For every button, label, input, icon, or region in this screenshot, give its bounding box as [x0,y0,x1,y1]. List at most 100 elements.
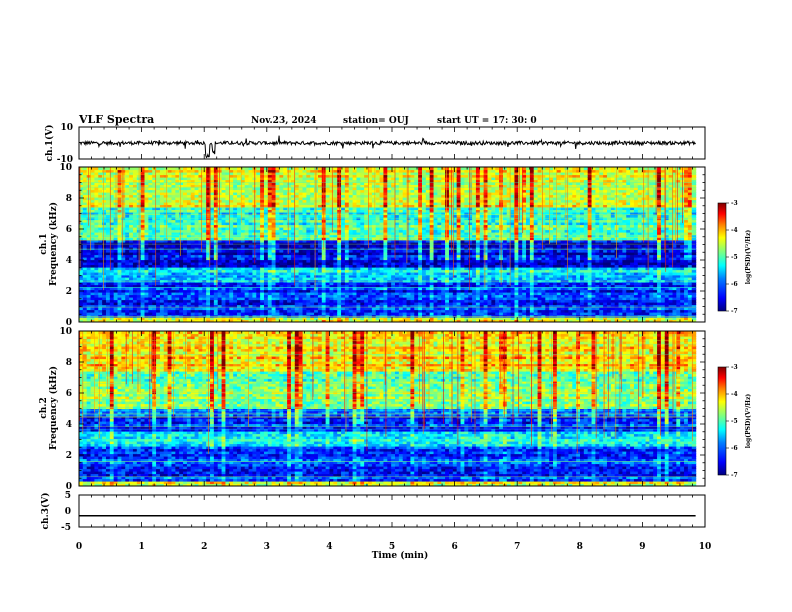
spectrogram-cell [244,267,250,271]
spectrogram-cell [194,272,200,276]
spectrogram-cell [306,307,311,311]
spectrogram-cell [348,174,354,178]
spectrogram-cell [375,187,381,191]
spectrogram-cell [287,189,292,193]
spectrogram-cell [306,177,311,181]
spectrogram-cell [379,294,385,298]
spectrogram-cell [121,234,126,238]
spectrogram-cell [171,202,176,206]
spectrogram-cell [329,212,334,216]
spectrogram-cell [125,299,130,303]
spectrogram-cell [360,214,365,218]
spectrogram-cell [364,169,369,173]
spectrogram-cell [321,317,327,321]
spectrogram-cell [364,304,369,308]
spectrogram-cell [267,192,273,196]
spectrogram-cell [321,252,327,256]
spectrogram-cell [82,254,88,258]
spectrogram-cell [175,184,180,188]
spectrogram-cell [314,242,319,246]
spectrogram-cell [283,292,288,296]
spectrogram-cell [90,277,96,281]
spectrogram-cell [256,184,261,188]
spectrogram-cell [263,209,269,213]
spectrogram-cell [287,309,292,313]
spectrogram-cell [287,264,292,268]
spectrogram-cell [117,202,122,206]
spectrogram-cell [271,172,277,176]
spectrogram-cell [163,209,169,213]
spectrogram-cell [368,262,373,266]
spectrogram-cell [337,277,342,281]
spectrogram-cell [356,229,361,233]
spectrogram-cell [202,194,207,198]
spectrogram-cell [98,172,103,176]
spectrogram-cell [167,259,173,263]
spectrogram-cell [175,294,180,298]
spectrogram-cell [217,204,223,208]
spectrogram-cell [167,297,173,301]
spectrogram-cell [163,174,169,178]
spectrogram-cell [237,319,242,322]
spectrogram-cell [341,242,346,246]
spectrogram-cell [221,247,227,251]
spectrogram-cell [190,289,196,293]
spectrogram-cell [102,307,107,311]
spectrogram-cell [348,289,354,293]
spectrogram-cell [344,312,350,316]
spectrogram-cell [379,237,385,241]
spectrogram-cell [183,267,188,271]
spectrogram-cell [294,284,300,288]
spectrogram-cell [98,289,103,293]
spectrogram-cell [183,182,188,186]
spectrogram-cell [310,317,315,321]
spectrogram-cell [233,254,238,258]
spectrogram-cell [333,319,338,322]
spectrogram-cell [237,169,242,173]
spectrogram-cell [260,272,265,276]
spectrogram-cell [294,297,300,301]
spectrogram-cell [206,264,211,268]
spectrogram-cell [225,234,230,238]
spectrogram-cell [260,319,265,322]
spectrogram-cell [341,269,346,273]
spectrogram-cell [79,207,84,211]
spectrogram-cell [206,167,211,171]
spectrogram-cell [90,197,96,201]
spectrogram-cell [344,309,350,313]
spectrogram-cell [221,214,227,218]
spectrogram-cell [206,187,211,191]
spectrogram-cell [229,307,234,311]
spectrogram-cell [379,214,385,218]
spectrogram-cell [279,302,284,306]
spectrogram-cell [364,202,369,206]
spectrogram-cell [283,204,288,208]
spectrogram-cell [140,307,146,311]
spectrogram-cell [90,229,96,233]
spectrogram-cell [183,224,188,228]
spectrogram-cell [190,214,196,218]
spectrogram-cell [290,289,296,293]
spectrogram-cell [371,229,377,233]
spectrogram-cell [364,189,369,193]
spectrogram-cell [175,287,180,291]
spectrogram-cell [263,187,269,191]
spectrogram-cell [217,292,223,296]
spectrogram-cell [210,309,215,313]
spectrogram-cell [167,204,173,208]
spectrogram-cell [171,317,176,321]
spectrogram-cell [233,239,238,243]
spectrogram-cell [360,167,365,171]
spectrogram-cell [79,294,84,298]
spectrogram-cell [102,237,107,241]
spectrogram-cell [213,167,219,171]
spectrogram-cell [94,257,99,261]
spectrogram-cell [379,254,385,258]
spectrogram-cell [229,224,234,228]
spectrogram-cell [198,194,203,198]
spectrogram-cell [125,247,130,251]
spectrogram-cell [94,272,99,276]
spectrogram-cell [302,244,307,248]
spectrogram-cell [156,187,161,191]
spectrogram-cell [144,169,149,173]
